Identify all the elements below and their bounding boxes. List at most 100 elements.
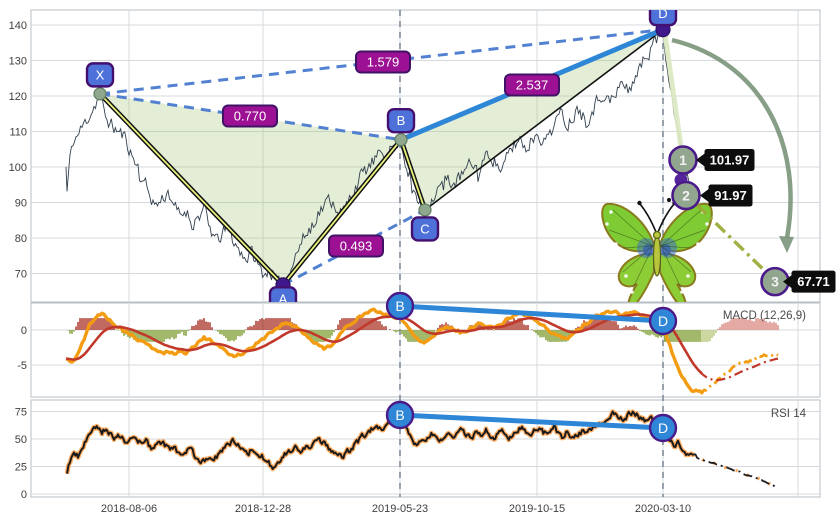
point-box-X[interactable] [85, 62, 115, 88]
projection-pale-line [662, 33, 684, 148]
macd-histogram-bar [177, 330, 179, 335]
rsi-point-circle-D[interactable] [648, 413, 678, 443]
butterfly-body [652, 235, 662, 277]
macd-histogram-bar [307, 330, 309, 339]
macd-histogram-bar [355, 318, 357, 330]
zigzag-thin-CD [424, 28, 664, 211]
macd-histogram-bar [101, 318, 103, 330]
macd-histogram-bar [687, 330, 689, 342]
macd-histogram-bar [107, 318, 109, 330]
point-box-B[interactable] [386, 107, 416, 134]
projection-curved-arrow [671, 37, 793, 239]
ytick-main-140: 140 [9, 20, 27, 32]
macd-histogram-bar [337, 324, 339, 330]
macd-histogram-bar [225, 330, 227, 338]
macd-histogram-bar [221, 330, 223, 335]
macd-histogram-bar [537, 330, 539, 336]
pattern-shade-bcd [401, 29, 663, 210]
macd-histogram-bar [169, 330, 171, 340]
macd-histogram-bar [227, 330, 229, 342]
macd-histogram-bar [515, 319, 517, 330]
macd-histogram-bar [531, 329, 533, 330]
target-price-arrowhead-3 [783, 274, 793, 290]
macd-histogram-bar [589, 320, 591, 330]
macd-histogram-bar [683, 330, 685, 342]
macd-histogram-bar [331, 330, 333, 336]
macd-histogram-bar [405, 330, 407, 339]
macd-histogram-bar [437, 327, 439, 330]
macd-histogram-bar [269, 318, 271, 330]
target-circle-2[interactable] [671, 180, 701, 211]
macd-point-circle-B[interactable] [385, 291, 415, 321]
butterfly-wing-vein [660, 245, 692, 273]
rsi-point-circle-B[interactable] [385, 400, 415, 430]
ytick-main-130: 130 [9, 56, 27, 68]
macd-histogram-bar [743, 318, 745, 330]
point-dot-B[interactable] [394, 133, 408, 147]
target-number-2: 2 [682, 188, 690, 204]
macd-histogram-bar [729, 320, 731, 330]
butterfly-wing-dot [624, 274, 628, 278]
point-label-D: D [658, 6, 667, 21]
target-small-mark [667, 198, 671, 202]
point-dot-C[interactable] [418, 203, 432, 217]
macd-histogram-bar [273, 318, 275, 330]
macd-histogram-bar [491, 328, 493, 330]
macd-histogram-bar [613, 321, 615, 330]
point-label-B: B [397, 113, 406, 128]
ratio-box-2.537[interactable] [504, 73, 560, 97]
macd-histogram-bar [533, 330, 535, 332]
macd-histogram-bar [321, 330, 323, 342]
rsi-point-label-B: B [395, 407, 404, 423]
macd-histogram-bar [775, 323, 777, 330]
ytick-macd-0: 0 [21, 325, 27, 337]
macd-histogram-bar [635, 326, 637, 330]
macd-histogram-bar [201, 319, 203, 330]
butterfly-wing-group [657, 200, 713, 302]
macd-histogram-bar [721, 324, 723, 330]
macd-histogram-bar [161, 330, 163, 342]
ytick-main-120: 120 [9, 91, 27, 103]
xtick-2019-05-23: 2019-05-23 [372, 503, 428, 515]
macd-histogram-bar [511, 321, 513, 330]
ratio-box-1.579[interactable] [355, 50, 411, 74]
macd-histogram-bar [69, 330, 71, 334]
macd-histogram-bar [155, 330, 157, 342]
target-price-box-2 [708, 184, 753, 207]
macd-histogram-bar [715, 330, 717, 334]
macd-histogram-bar [209, 322, 211, 330]
macd-histogram-bar [375, 318, 377, 330]
macd-histogram-bar [439, 324, 441, 330]
macd-histogram-bar [627, 326, 629, 330]
point-box-A[interactable] [268, 286, 298, 310]
point-box-D[interactable] [648, 2, 678, 27]
macd-histogram-bar [671, 330, 673, 342]
projection-arrowhead [779, 236, 794, 253]
macd-histogram-bar [171, 330, 173, 338]
macd-histogram-bar [501, 326, 503, 330]
macd-histogram-bar [499, 326, 501, 330]
macd-signal-projection [699, 357, 779, 382]
macd-histogram-bar [497, 327, 499, 330]
point-box-C[interactable] [410, 216, 440, 242]
macd-histogram-bar [409, 330, 411, 342]
macd-histogram-bar [205, 321, 207, 330]
ratio-box-0.493[interactable] [328, 234, 384, 258]
macd-histogram-bar [419, 330, 421, 342]
macd-histogram-bar [525, 325, 527, 330]
macd-histogram-bar [313, 330, 315, 342]
macd-histogram-bar [217, 330, 219, 332]
macd-histogram-bar [229, 330, 231, 342]
macd-histogram-bar [693, 330, 695, 342]
macd-histogram-bar [593, 318, 595, 330]
point-dot-X[interactable] [93, 87, 107, 101]
macd-histogram-bar [655, 330, 657, 337]
macd-histogram-bar [701, 330, 703, 342]
macd-histogram-bar [523, 324, 525, 330]
ratio-box-0.770[interactable] [222, 104, 278, 128]
macd-histogram-bar [607, 318, 609, 330]
macd-point-circle-D[interactable] [648, 306, 678, 336]
macd-histogram-bar [643, 330, 645, 333]
axis-tick-labels: 140 130 120 110 100 90 80 70 0 -5 75 50 25 0 2018-08-0… [9, 20, 692, 515]
macd-histogram-bar [79, 318, 81, 330]
